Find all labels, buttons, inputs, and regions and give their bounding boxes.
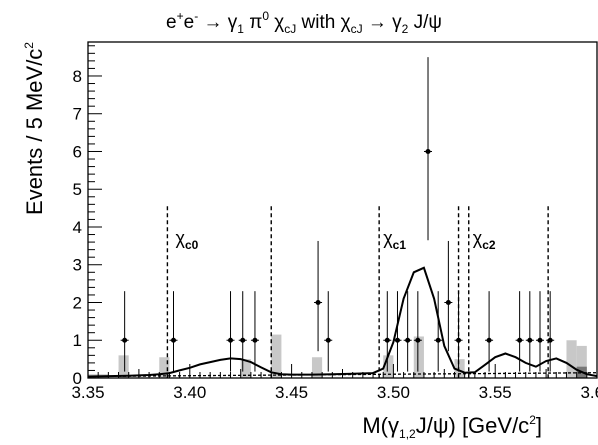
data-point xyxy=(384,337,390,343)
signal-window-lines xyxy=(166,206,549,378)
data-point xyxy=(325,337,331,343)
y-tick-label: 0 xyxy=(73,369,82,388)
background-bin xyxy=(413,336,424,378)
x-tick-label: 3.40 xyxy=(173,383,206,402)
background-bin xyxy=(118,355,129,378)
y-tick-label: 4 xyxy=(73,218,82,237)
data-point xyxy=(517,337,523,343)
data-point xyxy=(122,337,128,343)
data-point xyxy=(456,337,462,343)
background-bin xyxy=(383,355,394,378)
data-point xyxy=(537,337,543,343)
data-point xyxy=(228,337,234,343)
fit-curve xyxy=(87,266,598,378)
background-bin xyxy=(566,340,577,378)
data-point xyxy=(171,337,177,343)
y-tick-label: 5 xyxy=(73,180,82,199)
x-tick-label: 3.45 xyxy=(275,383,308,402)
y-tick-label: 3 xyxy=(73,256,82,275)
background-bins xyxy=(88,334,587,378)
background-bin xyxy=(159,357,170,378)
region-label: χc2 xyxy=(473,228,496,252)
x-tick-label: 3.35 xyxy=(71,383,104,402)
data-point xyxy=(405,337,411,343)
data-point xyxy=(445,299,451,305)
background-bin xyxy=(311,357,323,378)
x-tick-label: 3.60 xyxy=(580,383,598,402)
background-bin xyxy=(271,334,282,378)
region-label: χc1 xyxy=(383,228,406,252)
data-point xyxy=(415,337,421,343)
y-tick-label: 2 xyxy=(73,293,82,312)
background-bin xyxy=(240,359,251,378)
y-axis-title: Events / 5 MeV/c2 xyxy=(22,42,47,215)
y-tick-label: 6 xyxy=(73,142,82,161)
data-points xyxy=(120,57,555,372)
y-tick-label: 8 xyxy=(73,67,82,86)
x-axis-title: M(γ1,2J/ψ) [GeV/c2] xyxy=(362,413,542,441)
data-point xyxy=(425,148,431,154)
data-point xyxy=(547,337,553,343)
data-point xyxy=(486,337,492,343)
data-point xyxy=(315,299,321,305)
x-tick-label: 3.55 xyxy=(479,383,512,402)
x-tick-label: 3.50 xyxy=(377,383,410,402)
data-point xyxy=(252,337,258,343)
background-bin xyxy=(454,359,465,378)
x-axis-ticks: 3.35 3.40 3.45 3.50 3.55 3.60 xyxy=(71,364,598,402)
data-point xyxy=(527,337,533,343)
y-tick-label: 1 xyxy=(73,331,82,350)
y-tick-label: 7 xyxy=(73,105,82,124)
data-point xyxy=(394,337,400,343)
region-label: χc0 xyxy=(176,228,199,252)
background-bin xyxy=(576,345,587,378)
data-point xyxy=(240,337,246,343)
y-axis-ticks: 0 1 2 3 4 5 6 7 8 xyxy=(73,45,102,388)
data-point xyxy=(435,337,441,343)
plot-frame xyxy=(87,41,598,379)
region-labels: χc0 χc1 χc2 xyxy=(176,228,496,252)
chart-title: e+e- → γ1 π0 χcJ with χcJ → γ2 J/ψ xyxy=(166,9,442,36)
